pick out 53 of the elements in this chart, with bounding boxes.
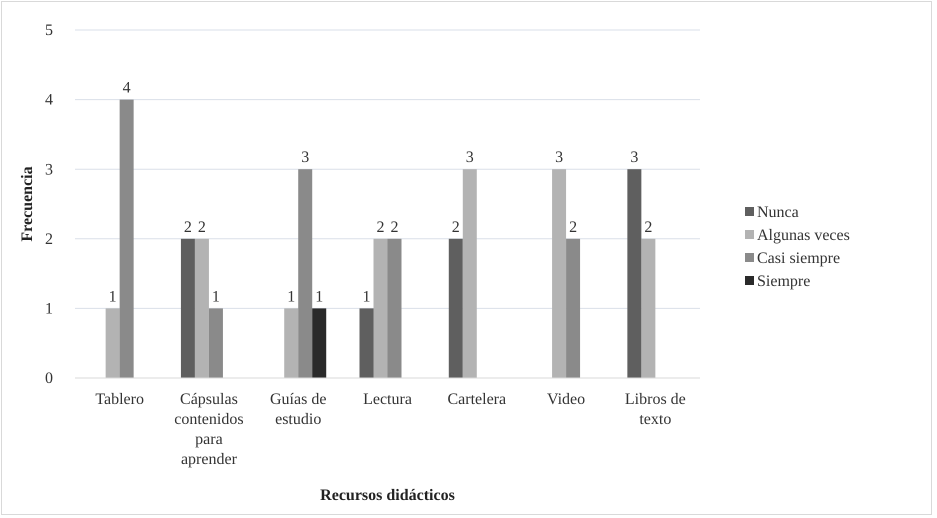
bar	[552, 169, 566, 378]
y-tick-label: 3	[45, 161, 53, 178]
data-label: 2	[184, 218, 192, 236]
y-tick-label: 0	[45, 370, 53, 388]
data-label: 1	[362, 288, 370, 306]
x-tick-label: Cápsulas contenidos para aprender	[174, 391, 244, 468]
x-tick-label: Tablero	[95, 391, 144, 408]
bar	[298, 169, 312, 378]
bar	[208, 308, 223, 378]
y-tick-label: 4	[45, 92, 53, 109]
legend-label: Siempre	[757, 273, 810, 290]
data-label: 1	[287, 288, 296, 306]
bar	[566, 238, 580, 378]
data-label: 3	[301, 149, 310, 166]
bar	[360, 308, 374, 378]
y-tick-label: 2	[45, 230, 53, 248]
bar	[194, 238, 209, 378]
data-label: 1	[212, 288, 220, 306]
bar	[641, 238, 656, 378]
data-label: 4	[122, 80, 131, 97]
bar	[106, 308, 120, 378]
data-label: 3	[466, 149, 474, 166]
legend-label: Algunas veces	[757, 227, 850, 244]
x-axis-title: Recursos didácticos	[320, 487, 455, 504]
bar	[627, 169, 642, 378]
data-label: 2	[198, 218, 206, 236]
x-tick-label: Lectura	[363, 391, 412, 408]
bar	[284, 308, 298, 378]
x-tick-label: Guías de estudio	[270, 391, 326, 428]
y-tick-label: 1	[45, 300, 53, 318]
bar	[120, 100, 134, 378]
data-label: 1	[315, 288, 324, 306]
bar	[448, 238, 463, 378]
bar	[462, 169, 477, 378]
data-label: 3	[555, 149, 564, 166]
y-tick-label: 5	[45, 22, 53, 40]
bar	[312, 308, 326, 378]
data-label: 1	[108, 288, 117, 306]
bar	[374, 238, 388, 378]
bar	[388, 238, 402, 378]
data-label: 2	[376, 218, 384, 236]
data-label: 2	[644, 218, 652, 236]
data-label: 3	[630, 149, 638, 166]
y-axis-title: Frecuencia	[19, 166, 36, 242]
x-tick-label: Video	[547, 391, 586, 408]
bar	[180, 238, 195, 378]
x-tick-label: Cartelera	[447, 391, 506, 408]
data-label: 2	[390, 218, 398, 236]
data-label: 2	[452, 218, 460, 236]
legend-label: Nunca	[757, 204, 799, 221]
x-tick-label: Libros de texto	[624, 391, 686, 428]
data-label: 2	[569, 218, 578, 236]
legend-label: Casi siempre	[757, 250, 840, 267]
